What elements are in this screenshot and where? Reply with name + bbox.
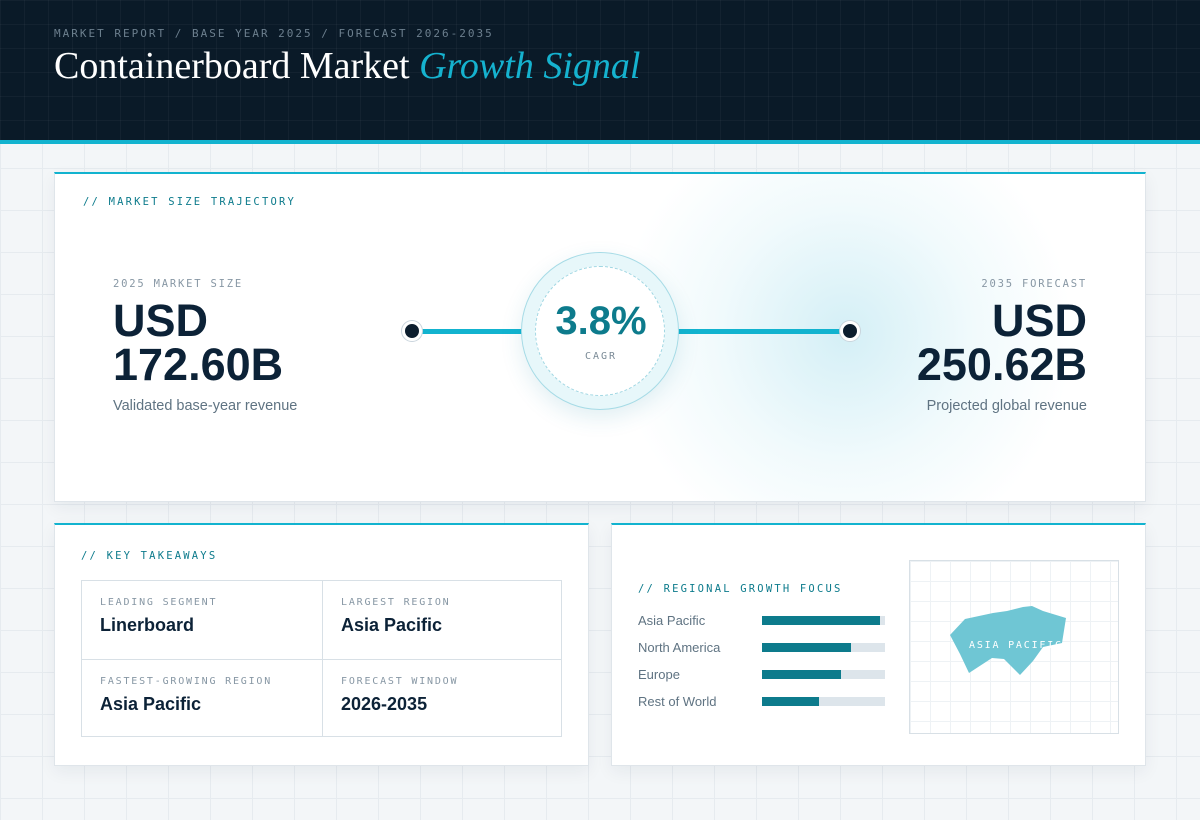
takeaway-forecast-window: FORECAST WINDOW 2026-2035 <box>322 659 562 737</box>
key-takeaways-card: // KEY TAKEAWAYS LEADING SEGMENT Linerbo… <box>54 523 589 766</box>
end-caption: 2035 FORECAST <box>981 278 1087 290</box>
takeaway-value: Linerboard <box>100 615 195 635</box>
start-description: Validated base-year revenue <box>113 398 298 414</box>
takeaways-section-label: // KEY TAKEAWAYS <box>81 550 218 562</box>
region-bar-fill <box>762 697 819 706</box>
takeaway-leading-segment: LEADING SEGMENT Linerboard <box>82 581 322 659</box>
start-currency: USD <box>113 295 209 346</box>
end-value: 250.62B <box>916 339 1087 390</box>
takeaway-largest-region: LARGEST REGION Asia Pacific <box>322 581 562 659</box>
trajectory-section-label: // MARKET SIZE TRAJECTORY <box>83 196 297 208</box>
region-bar-fill <box>762 616 881 625</box>
cagr-label: CAGR <box>584 351 618 362</box>
region-name: Europe <box>638 667 680 682</box>
region-bar-fill <box>762 670 841 679</box>
region-map: ASIA PACIFIC <box>909 560 1119 734</box>
start-caption: 2025 MARKET SIZE <box>113 278 243 290</box>
start-value: 172.60B <box>113 339 284 390</box>
market-size-trajectory-card: // MARKET SIZE TRAJECTORY 2025 MARKET SI… <box>54 172 1146 502</box>
takeaway-label: LEADING SEGMENT <box>100 597 218 608</box>
region-bar-fill <box>762 643 851 652</box>
trajectory-line-left <box>417 329 527 334</box>
region-name: Rest of World <box>638 694 717 709</box>
end-currency: USD <box>991 295 1087 346</box>
end-description: Projected global revenue <box>926 398 1087 414</box>
asia-pacific-shape <box>950 606 1066 675</box>
breadcrumb: MARKET REPORT / BASE YEAR 2025 / FORECAS… <box>54 27 494 40</box>
region-bar-track <box>762 697 885 706</box>
takeaway-label: FORECAST WINDOW <box>341 676 459 687</box>
cagr-badge: 3.8% CAGR <box>521 252 679 410</box>
region-name: Asia Pacific <box>638 613 706 628</box>
asia-pacific-map-icon <box>950 606 1066 675</box>
cagr-value: 3.8% <box>555 299 647 343</box>
regional-growth-card: // REGIONAL GROWTH FOCUS Asia Pacific No… <box>611 523 1146 766</box>
region-bar-track <box>762 643 885 652</box>
takeaway-value: 2026-2035 <box>341 694 428 714</box>
takeaways-grid: LEADING SEGMENT Linerboard LARGEST REGIO… <box>81 580 562 737</box>
page-title-accent: Growth Signal <box>419 45 641 87</box>
regional-section-label: // REGIONAL GROWTH FOCUS <box>638 583 843 595</box>
region-bar-track <box>762 616 885 625</box>
takeaway-label: LARGEST REGION <box>341 597 451 608</box>
start-point-marker <box>402 321 422 341</box>
region-name: North America <box>638 640 721 655</box>
takeaway-value: Asia Pacific <box>100 694 202 714</box>
trajectory-line-right <box>673 329 845 334</box>
takeaway-label: FASTEST-GROWING REGION <box>100 676 273 687</box>
takeaway-value: Asia Pacific <box>341 615 443 635</box>
takeaway-fastest-growing-region: FASTEST-GROWING REGION Asia Pacific <box>82 659 322 737</box>
page-title-main: Containerboard Market <box>54 45 410 87</box>
report-header: MARKET REPORT / BASE YEAR 2025 / FORECAS… <box>0 0 1200 144</box>
cagr-badge-inner: 3.8% CAGR <box>535 266 665 396</box>
region-bar-track <box>762 670 885 679</box>
map-region-label: ASIA PACIFIC <box>969 640 1063 651</box>
page-title: Containerboard Market Growth Signal <box>54 44 640 88</box>
end-point-marker <box>840 321 860 341</box>
